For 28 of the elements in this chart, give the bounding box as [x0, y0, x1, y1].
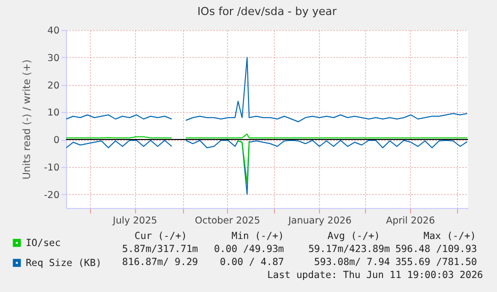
- y-tick-label: 30: [47, 52, 60, 64]
- text: 0.00 /49.93m: [214, 244, 284, 255]
- x-tick-label: July 2025: [112, 216, 158, 226]
- chart-title: IOs for /dev/sda - by year: [197, 5, 338, 18]
- y-tick-label: 20: [47, 80, 60, 92]
- text: 593.08m/ 7.94: [314, 257, 390, 268]
- text: Min (-/+): [232, 231, 284, 242]
- y-tick-label: 0: [53, 135, 60, 146]
- legend-label: IO/sec: [26, 238, 61, 249]
- y-tick-label: 40: [47, 26, 60, 36]
- x-tick-label: October 2025: [194, 216, 260, 226]
- text: 59.17m/423.89m: [308, 244, 390, 255]
- text: Last update: Thu Jun 11 19:00:03 2026: [267, 270, 484, 281]
- text: 355.69 /781.50: [395, 257, 478, 268]
- y-tick-label: -10: [44, 162, 60, 174]
- x-tick-label: January 2026: [287, 216, 352, 226]
- text: 596.48 /109.93: [395, 244, 478, 255]
- y-tick-label: 10: [47, 108, 60, 119]
- text: 5.87m/317.71m: [122, 244, 198, 255]
- y-axis-title: Units read (-) / write (+): [22, 59, 33, 180]
- y-tick-label: -20: [44, 190, 60, 201]
- legend-label: Req Size (KB): [26, 258, 102, 269]
- text: Cur (-/+): [134, 231, 187, 242]
- text: 816.87m/ 9.29: [122, 257, 198, 268]
- text: Avg (-/+): [328, 231, 380, 242]
- x-tick-label: April 2026: [386, 216, 435, 226]
- text: Max (-/+): [424, 231, 476, 242]
- text: 0.00 / 4.87: [220, 257, 284, 268]
